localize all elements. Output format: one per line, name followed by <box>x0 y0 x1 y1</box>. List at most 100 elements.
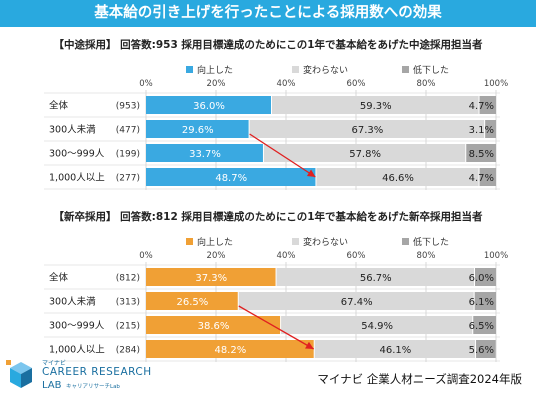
data-label: 59.3% <box>360 101 392 112</box>
trend-arrow <box>238 305 315 350</box>
bar-segment-3 <box>485 120 496 138</box>
x-tick-label: 0% <box>139 251 153 261</box>
bar-segment-2 <box>276 268 474 286</box>
bar-segment-1 <box>146 168 316 186</box>
data-label: 6.5% <box>469 321 494 332</box>
legend-swatch-1 <box>186 66 193 73</box>
x-tick-label: 60% <box>347 251 366 261</box>
logo-brand-sub-jp: キャリアリサーチLab <box>66 384 120 390</box>
page-title: 基本給の引き上げを行ったことによる採用数への効果 <box>0 0 536 27</box>
category-label: 300人未満 <box>49 124 96 136</box>
bar-segment-2 <box>314 340 476 358</box>
legend-swatch-3 <box>402 66 409 73</box>
logo: マイナビ CAREER RESEARCH LAB キャリアリサーチLab <box>4 356 184 398</box>
data-label: 4.7% <box>469 173 494 184</box>
trend-arrow <box>249 133 316 178</box>
bar-segment-1 <box>146 340 314 358</box>
sample-size-label: (477) <box>116 126 140 136</box>
bar-segment-1 <box>146 292 238 310</box>
data-label: 4.7% <box>469 101 494 112</box>
sample-size-label: (215) <box>116 322 140 332</box>
bar-segment-1 <box>146 120 249 138</box>
category-label: 1,000人以上 <box>49 345 105 356</box>
bar-segment-3 <box>473 316 496 334</box>
source-note: マイナビ 企業人材ニーズ調査2024年版 <box>317 372 522 386</box>
x-tick-label: 80% <box>417 79 436 89</box>
x-tick-label: 0% <box>139 79 153 89</box>
chart-1-title: 【中途採用】 回答数:953 採用目標達成のためにこの1年で基本給をあげた中途採… <box>53 39 483 51</box>
bar-segment-3 <box>479 168 496 186</box>
sample-size-label: (277) <box>116 174 140 184</box>
category-label: 全体 <box>49 272 69 284</box>
data-label: 48.7% <box>215 173 247 184</box>
bar-segment-2 <box>281 316 473 334</box>
chart-2: 向上した 変わらない 低下した 0% 20% 40% 60% 80% 100% 全体 (812) 37… <box>44 236 508 362</box>
bar-segment-2 <box>316 168 479 186</box>
bar-segment-1 <box>146 144 263 162</box>
legend-label-2: 変わらない <box>303 64 348 76</box>
data-label: 8.5% <box>469 149 494 160</box>
data-label: 67.3% <box>351 125 383 136</box>
bar-segment-3 <box>474 292 496 310</box>
data-label: 5.6% <box>469 345 494 356</box>
data-label: 6.0% <box>469 273 494 284</box>
legend-label-3: 低下した <box>413 236 449 248</box>
legend-swatch-3 <box>402 238 409 245</box>
data-label: 46.1% <box>379 345 411 356</box>
data-label: 67.4% <box>341 297 373 308</box>
chart-1: 向上した 変わらない 低下した 0% 20% 40% 60% 80% 100% 全体 (953) 36… <box>44 64 508 190</box>
data-label: 56.7% <box>360 273 392 284</box>
data-label: 37.3% <box>195 273 227 284</box>
x-tick-label: 40% <box>277 251 296 261</box>
legend-label-1: 向上した <box>197 236 233 248</box>
category-label: 全体 <box>49 100 69 112</box>
data-label: 48.2% <box>214 345 246 356</box>
legend-swatch-2 <box>292 238 299 245</box>
x-tick-label: 40% <box>277 79 296 89</box>
cube-logo-icon <box>6 360 32 388</box>
logo-brand-small: マイナビ <box>42 360 66 367</box>
sample-size-label: (953) <box>116 102 140 112</box>
data-label: 38.6% <box>198 321 230 332</box>
logo-brand-sub: LAB <box>42 380 62 391</box>
sample-size-label: (199) <box>116 150 140 160</box>
bar-segment-3 <box>475 268 496 286</box>
data-label: 46.6% <box>382 173 414 184</box>
bar-segment-2 <box>272 96 479 114</box>
data-label: 29.6% <box>182 125 214 136</box>
sample-size-label: (284) <box>116 346 140 356</box>
bar-segment-3 <box>479 96 496 114</box>
bar-segment-2 <box>249 120 485 138</box>
bar-segment-1 <box>146 96 271 114</box>
bar-segment-3 <box>466 144 496 162</box>
legend-label-1: 向上した <box>197 64 233 76</box>
bar-segment-1 <box>146 268 276 286</box>
sample-size-label: (812) <box>116 274 140 284</box>
category-label: 300～999人 <box>49 149 105 160</box>
legend-swatch-1 <box>186 238 193 245</box>
bar-segment-2 <box>238 292 474 310</box>
data-label: 54.9% <box>361 321 393 332</box>
bar-segment-2 <box>263 144 466 162</box>
sample-size-label: (313) <box>116 298 140 308</box>
data-label: 33.7% <box>189 149 221 160</box>
category-label: 1,000人以上 <box>49 173 105 184</box>
data-label: 57.8% <box>349 149 381 160</box>
x-tick-label: 100% <box>484 251 508 261</box>
x-tick-label: 80% <box>417 251 436 261</box>
data-label: 3.1% <box>469 125 494 136</box>
logo-brand-main: CAREER RESEARCH <box>42 366 152 378</box>
legend-label-3: 低下した <box>413 64 449 76</box>
x-tick-label: 20% <box>207 79 226 89</box>
bar-segment-3 <box>476 340 496 358</box>
data-label: 36.0% <box>193 101 225 112</box>
legend-swatch-2 <box>292 66 299 73</box>
bar-segment-1 <box>146 316 281 334</box>
category-label: 300人未満 <box>49 296 96 308</box>
category-label: 300～999人 <box>49 321 105 332</box>
data-label: 26.5% <box>176 297 208 308</box>
x-tick-label: 20% <box>207 251 226 261</box>
legend-label-2: 変わらない <box>303 236 348 248</box>
chart-2-title: 【新卒採用】 回答数:812 採用目標達成のためにこの1年で基本給をあげた新卒採… <box>53 211 483 223</box>
